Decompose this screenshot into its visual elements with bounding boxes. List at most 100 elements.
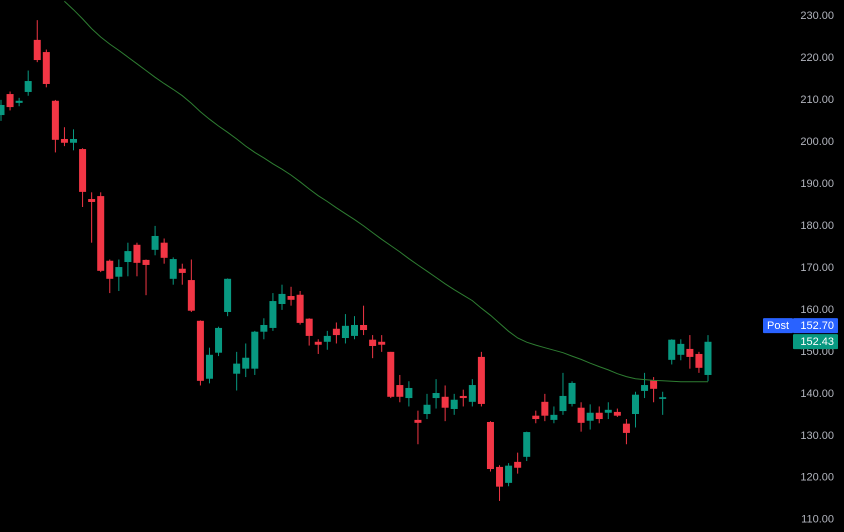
candle-body: [577, 407, 585, 423]
candle-body: [332, 328, 340, 336]
candle-body: [242, 357, 250, 369]
y-tick-label: 230.00: [800, 10, 834, 22]
candle-body: [550, 414, 558, 420]
candle-body: [468, 385, 476, 402]
candle-body: [205, 354, 213, 379]
y-tick-label: 220.00: [800, 52, 834, 64]
candle-body: [88, 199, 96, 202]
candle-body: [178, 268, 186, 273]
candle-body: [42, 52, 50, 84]
candle-body: [106, 260, 114, 279]
candle-body: [541, 401, 549, 416]
candle-body: [51, 100, 59, 140]
candle-body: [523, 432, 531, 457]
y-tick-label: 210.00: [800, 94, 834, 106]
y-tick-label: 200.00: [800, 136, 834, 148]
candle-body: [441, 396, 449, 408]
candle-body: [278, 293, 286, 304]
candle-body: [641, 385, 649, 391]
candle-body: [70, 138, 78, 143]
plot-area: [0, 0, 712, 501]
y-tick-label: 180.00: [800, 220, 834, 232]
candle-body: [432, 393, 440, 399]
price-tag-label: 152.70: [800, 320, 834, 332]
candle-body: [341, 325, 349, 339]
candle-body: [659, 397, 667, 399]
candle-body: [631, 394, 639, 415]
candle-body: [169, 259, 177, 279]
candle-body: [115, 267, 123, 277]
price-tag-label: 152.43: [800, 336, 834, 348]
candle-body: [260, 324, 268, 332]
candle-body: [414, 419, 422, 423]
candle-body: [305, 318, 313, 336]
candle-body: [79, 149, 87, 192]
candle-body: [124, 251, 132, 263]
candle-body: [604, 409, 612, 413]
candle-body: [369, 339, 377, 346]
candle-body: [559, 395, 567, 412]
candle-body: [151, 235, 159, 250]
candle-body: [378, 341, 386, 345]
moving-average-line: [64, 0, 708, 383]
price-axis: 230.00 220.00 210.00 200.00 190.00 180.00 170.…: [763, 10, 838, 526]
candle-body: [405, 387, 413, 399]
candle-body: [24, 81, 32, 92]
candle-body: [160, 242, 168, 258]
candle-body: [686, 348, 694, 357]
price-tag: [793, 318, 838, 334]
candle-body: [622, 423, 630, 433]
candle-body: [486, 421, 494, 470]
candle-body: [323, 335, 331, 342]
candle-body: [6, 94, 14, 108]
candle-body: [296, 294, 304, 323]
candle-body: [387, 351, 395, 397]
candle-body: [196, 320, 204, 381]
candle-body: [0, 104, 5, 116]
candle-body: [514, 461, 522, 468]
candle-body: [314, 341, 322, 345]
y-tick-label: 130.00: [800, 430, 834, 442]
candle-body: [650, 380, 658, 389]
candle-body: [586, 412, 594, 421]
candle-body: [224, 278, 232, 312]
candle-body: [496, 466, 504, 487]
y-tick-label: 120.00: [800, 472, 834, 484]
candle-body: [695, 353, 703, 368]
candle-body: [477, 356, 485, 404]
candle-body: [450, 399, 458, 409]
candle-body: [215, 327, 223, 353]
candle-body: [97, 196, 105, 271]
candle-body: [613, 411, 621, 416]
candle-body: [423, 404, 431, 415]
y-tick-label: 160.00: [800, 304, 834, 316]
candle-body: [360, 324, 368, 331]
candle-body: [505, 465, 513, 483]
candle-body: [15, 100, 23, 103]
candle-body: [60, 138, 68, 143]
candle-body: [269, 301, 277, 328]
price-tag: [793, 334, 838, 350]
y-tick-label: 170.00: [800, 262, 834, 274]
candle-body: [287, 296, 295, 300]
candle-body: [233, 363, 241, 374]
candle-body: [351, 324, 358, 336]
candle-body: [568, 382, 576, 404]
candle-body: [396, 385, 404, 397]
price-tag-name: Post: [767, 320, 789, 332]
y-tick-label: 190.00: [800, 178, 834, 190]
candle-body: [133, 244, 141, 263]
candle-body: [187, 280, 195, 311]
y-tick-label: 110.00: [801, 514, 834, 526]
candle-body: [142, 259, 150, 265]
candle-body: [668, 339, 676, 360]
candle-body: [251, 331, 259, 369]
y-tick-label: 140.00: [800, 388, 834, 400]
candle-body: [532, 415, 540, 420]
candle-body: [704, 341, 712, 375]
candle-body: [595, 412, 603, 420]
candle-body: [459, 395, 467, 399]
